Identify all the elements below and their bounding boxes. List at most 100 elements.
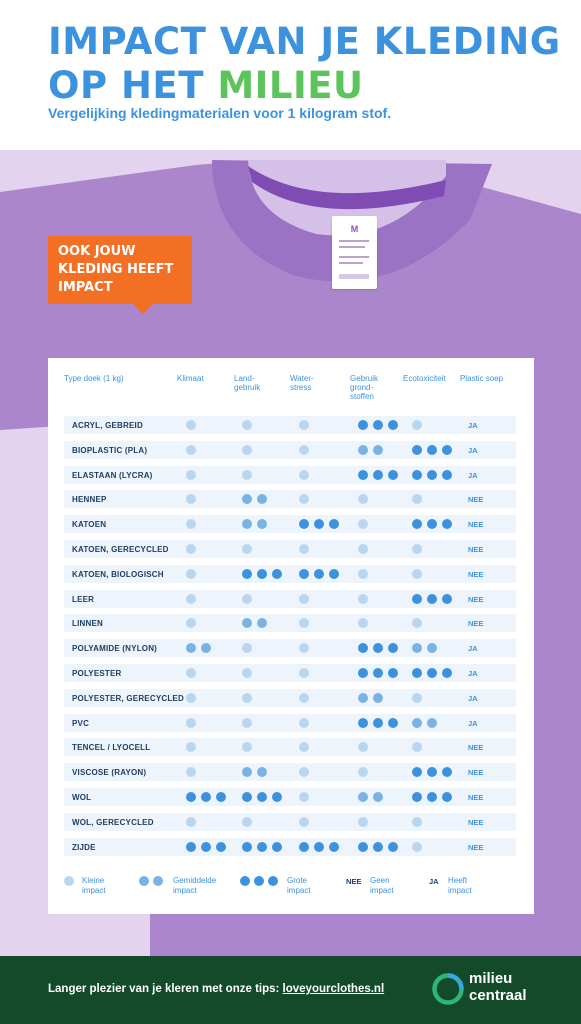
plastic-soep-value: NEE xyxy=(468,793,484,802)
care-symbols-icon xyxy=(339,274,369,279)
impact-dot xyxy=(299,816,309,827)
impact-dot xyxy=(299,519,309,530)
impact-dot xyxy=(373,717,383,728)
table-row: ELASTAAN (LYCRA) JA xyxy=(64,465,516,484)
row-material-name: LINNEN xyxy=(72,619,103,629)
impact-dot xyxy=(412,717,422,728)
impact-dot xyxy=(358,494,368,505)
impact-dot xyxy=(412,692,422,703)
impact-dot xyxy=(442,444,452,455)
impact-dot xyxy=(358,643,368,654)
impact-dot xyxy=(412,742,422,753)
legend-large-text: Grote impact xyxy=(287,876,311,896)
legend-dot xyxy=(139,876,149,886)
impact-dot xyxy=(388,469,398,480)
legend-dot xyxy=(268,876,278,886)
row-material-name: WOL, GERECYCLED xyxy=(72,817,154,827)
footer-link[interactable]: loveyourclothes.nl xyxy=(282,983,385,995)
impact-dot xyxy=(373,444,383,455)
impact-dot xyxy=(186,816,196,827)
table-row: KATOEN NEE xyxy=(64,515,516,534)
impact-dot xyxy=(314,568,324,579)
milieu-centraal-logo-icon xyxy=(432,973,464,1005)
impact-dot xyxy=(242,643,252,654)
legend-ja-key: JA xyxy=(429,877,439,886)
table-row: PVC JA xyxy=(64,713,516,732)
impact-dot xyxy=(242,494,252,505)
title-line-2: OP HET MILIEU xyxy=(48,64,561,108)
plastic-soep-value: NEE xyxy=(468,495,484,505)
plastic-soep-value: NEE xyxy=(468,842,484,852)
impact-dot xyxy=(412,767,422,778)
impact-dot xyxy=(299,643,309,654)
plastic-soep-value: JA xyxy=(468,445,478,455)
impact-dot xyxy=(427,593,437,604)
impact-dot xyxy=(242,444,252,455)
footer: Langer plezier van je kleren met onze ti… xyxy=(0,956,581,1024)
impact-dot xyxy=(358,816,368,827)
legend-nee-key: NEE xyxy=(346,877,362,886)
impact-dot xyxy=(373,841,383,852)
impact-dot xyxy=(373,469,383,480)
table-row: KATOEN, BIOLOGISCH NEE xyxy=(64,564,516,583)
impact-dot xyxy=(242,544,252,554)
impact-dot xyxy=(257,568,267,579)
plastic-soep-value: NEE xyxy=(468,545,484,554)
callout-tail xyxy=(133,304,153,314)
callout-line-2: KLEDING HEEFT xyxy=(58,262,174,277)
impact-dot xyxy=(427,519,437,530)
title-line-1: IMPACT VAN JE KLEDING xyxy=(48,20,561,63)
impact-dot xyxy=(412,544,422,554)
logo-line-1: milieu xyxy=(469,970,513,987)
impact-dot xyxy=(299,717,309,728)
plastic-soep-value: JA xyxy=(468,718,478,728)
impact-dot xyxy=(242,692,252,703)
row-material-name: KATOEN, BIOLOGISCH xyxy=(72,569,164,579)
table-row: POLYESTER, GERECYCLED JA xyxy=(64,688,516,707)
impact-dot xyxy=(186,767,196,778)
impact-dot xyxy=(358,717,368,728)
plastic-soep-value: JA xyxy=(468,421,478,430)
plastic-soep-value: NEE xyxy=(468,619,484,629)
label-line xyxy=(339,240,369,242)
table-row: BIOPLASTIC (PLA) JA xyxy=(64,440,516,459)
impact-dot xyxy=(242,420,252,430)
row-material-name: KATOEN, GERECYCLED xyxy=(72,545,169,554)
legend-ja-line-1: Heeft xyxy=(448,876,468,885)
impact-dot xyxy=(186,717,196,728)
row-material-name: LEER xyxy=(72,594,95,604)
label-line xyxy=(339,256,369,258)
header-land-line-2: gebruik xyxy=(234,383,261,392)
impact-dot xyxy=(257,792,267,802)
label-line xyxy=(339,262,363,264)
impact-dot xyxy=(242,717,252,728)
impact-dot xyxy=(412,494,422,505)
impact-dot xyxy=(186,444,196,455)
impact-dot xyxy=(427,717,437,728)
impact-dot xyxy=(186,494,196,505)
impact-dot xyxy=(388,420,398,430)
legend-ja-text: Heeft impact xyxy=(448,876,472,896)
impact-dot xyxy=(299,618,309,629)
impact-dot xyxy=(242,618,252,629)
impact-dot xyxy=(186,742,196,753)
impact-dot xyxy=(373,643,383,654)
row-material-name: TENCEL / LYOCELL xyxy=(72,743,151,753)
impact-dot xyxy=(329,519,339,530)
header-grond-line-1: Gebruik xyxy=(350,374,379,383)
impact-dot xyxy=(412,643,422,654)
impact-dot xyxy=(388,668,398,678)
impact-dot xyxy=(242,816,252,827)
impact-dot xyxy=(412,420,422,430)
legend-dot xyxy=(64,876,74,886)
impact-dot xyxy=(201,841,211,852)
row-material-name: HENNEP xyxy=(72,495,107,505)
impact-dot xyxy=(388,717,398,728)
impact-dot xyxy=(257,767,267,778)
impact-dot xyxy=(272,568,282,579)
row-material-name: WOL xyxy=(72,793,92,802)
footer-text: Langer plezier van je kleren met onze ti… xyxy=(48,983,384,995)
row-material-name: ACRYL, GEBREID xyxy=(72,421,143,430)
impact-dot xyxy=(299,668,309,678)
impact-dot xyxy=(216,841,226,852)
